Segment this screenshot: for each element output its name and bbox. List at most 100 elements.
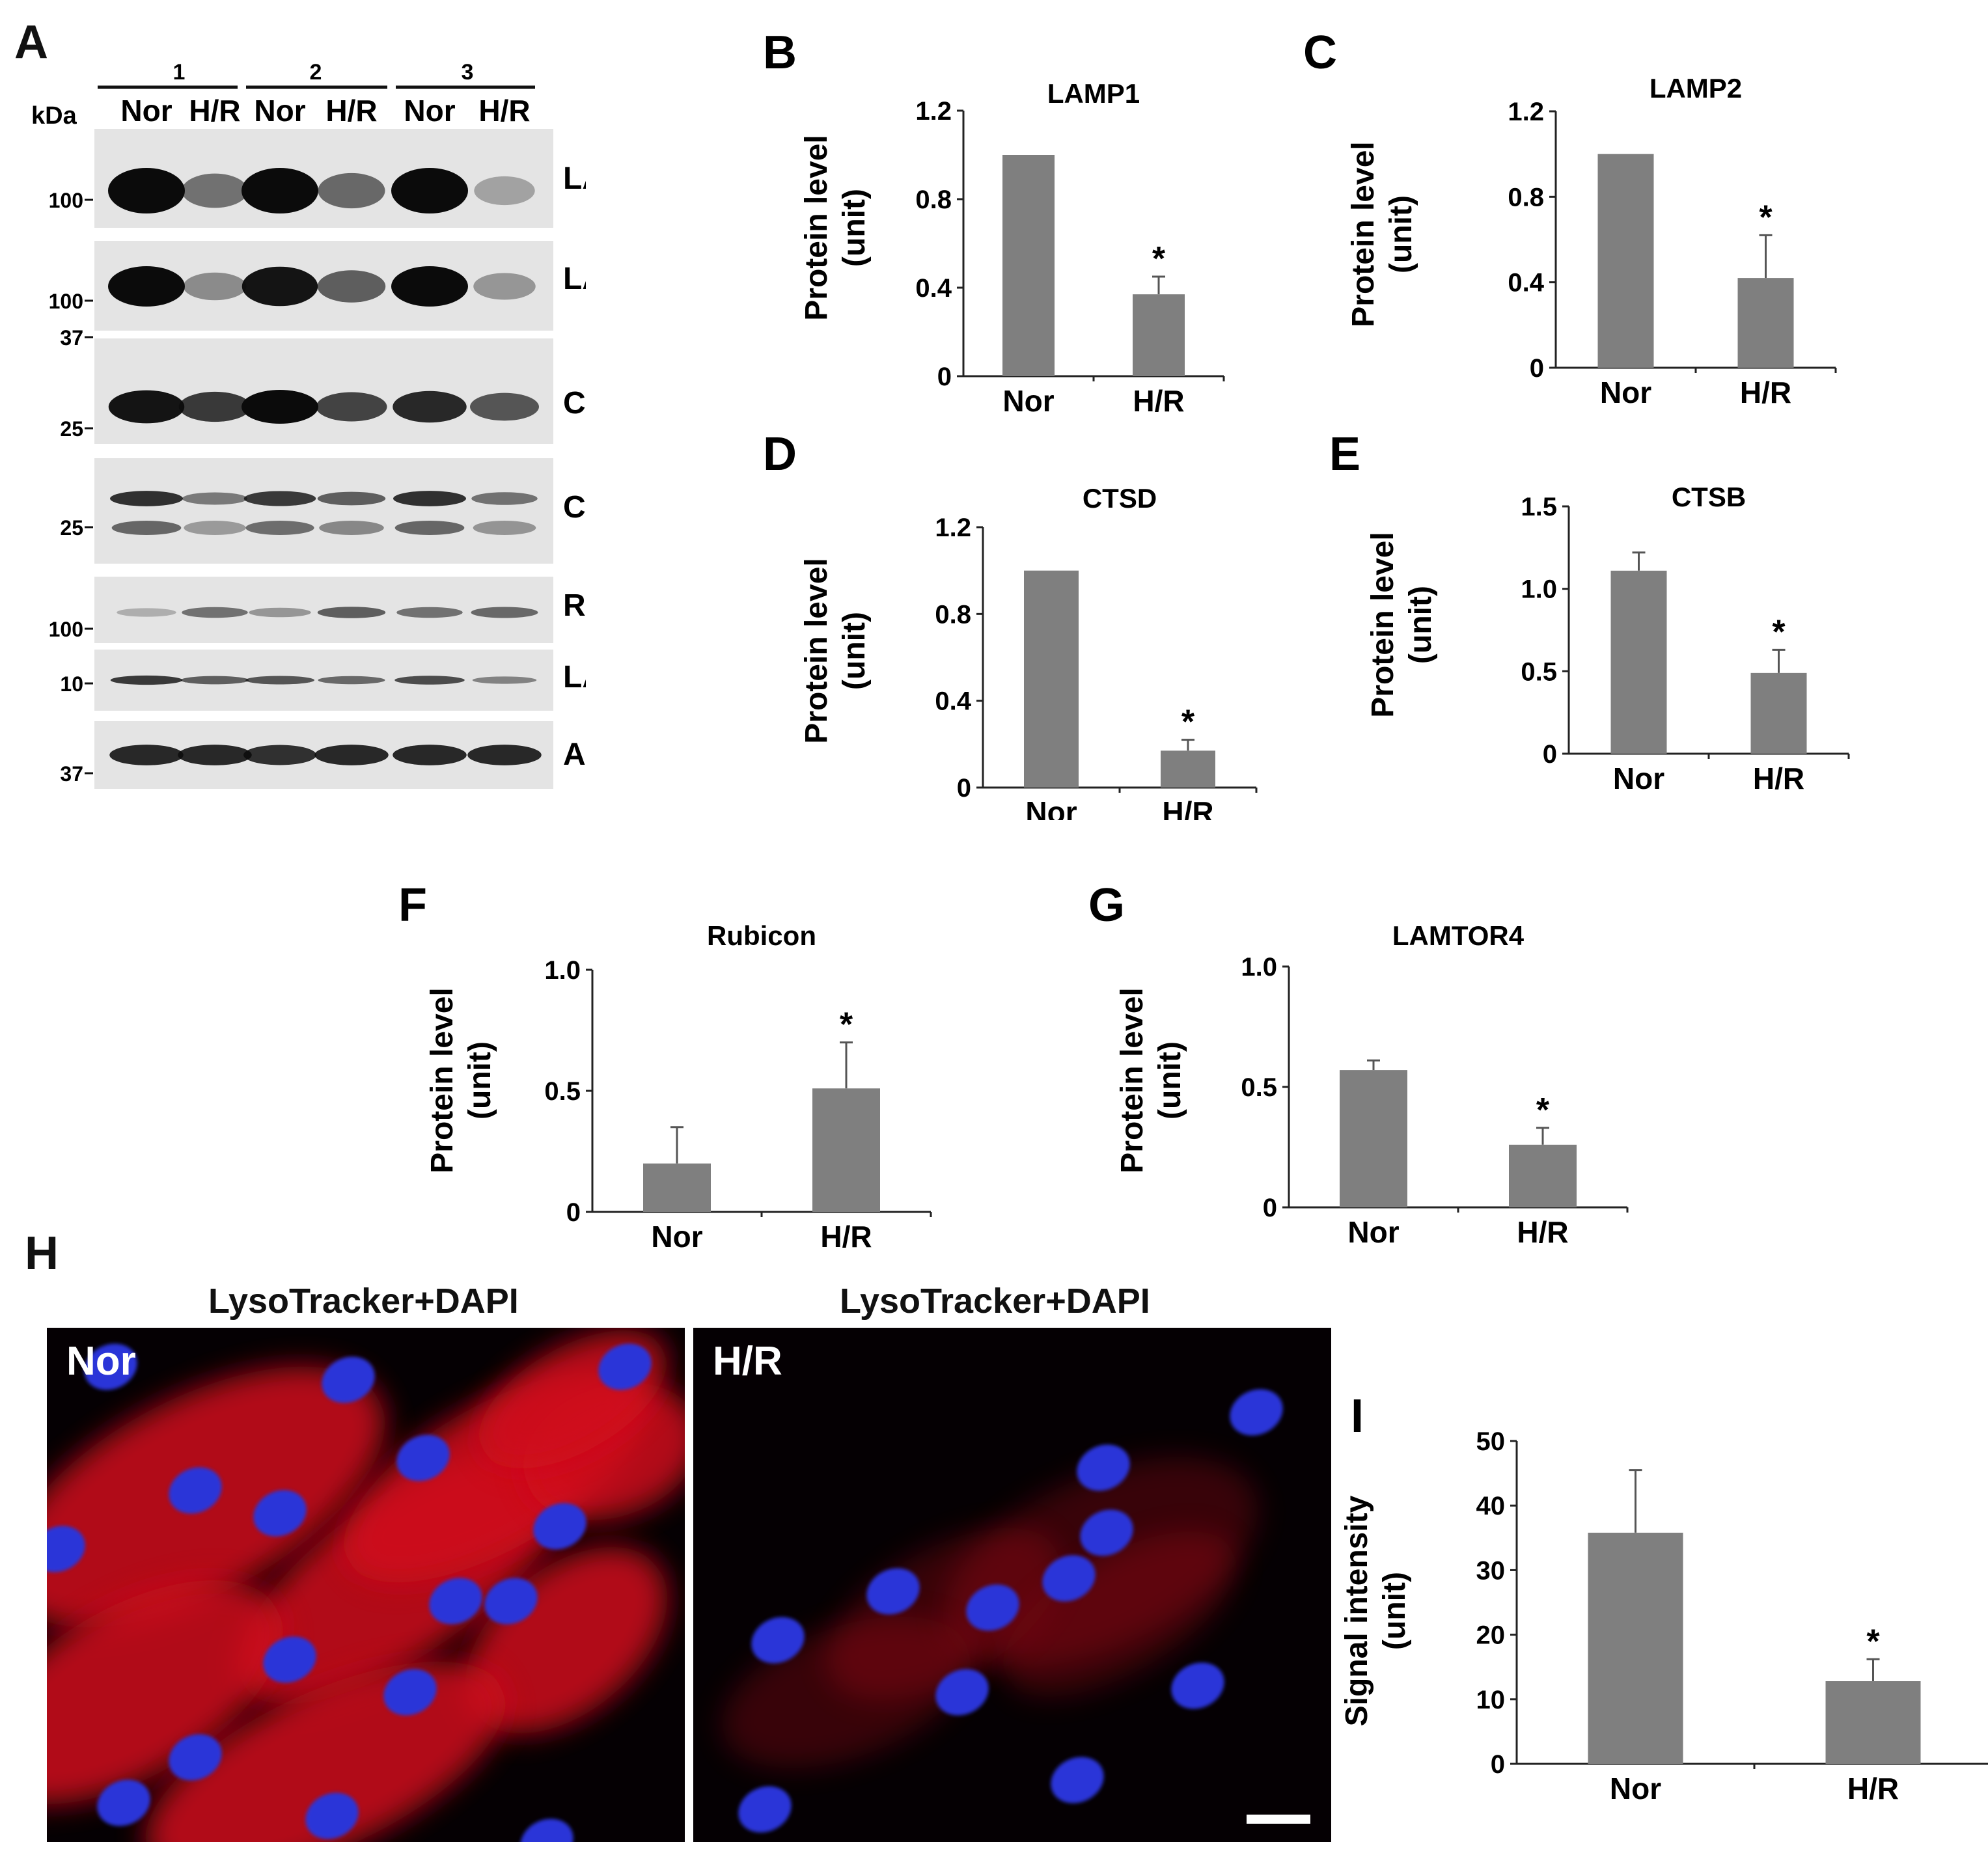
dapi-nucleus — [383, 1669, 437, 1716]
y-label-line2: (unit) — [1377, 1572, 1412, 1650]
chart-title: LAMTOR4 — [1392, 920, 1525, 951]
blot-band — [245, 676, 314, 685]
bar-hr — [1737, 278, 1794, 368]
y-label-line2: (unit) — [1153, 1041, 1187, 1119]
kda-marker: 37 — [60, 326, 83, 350]
protein-label: LAMTOR4 — [563, 660, 586, 694]
lysotracker-signal — [943, 1457, 1258, 1668]
y-label-line2: (unit) — [463, 1041, 497, 1119]
blot-band — [393, 391, 467, 423]
panel-letter-e: E — [1329, 430, 1360, 480]
y-tick-label: 0.8 — [1508, 183, 1544, 212]
protein-label: CTSB — [563, 490, 586, 525]
y-tick-label: 0.8 — [935, 600, 971, 629]
x-tick-label: H/R — [820, 1220, 872, 1254]
x-tick-label: Nor — [651, 1220, 702, 1254]
dapi-nucleus — [966, 1584, 1019, 1631]
blot-band — [473, 273, 536, 300]
significance-marker: * — [1772, 613, 1786, 651]
significance-marker: * — [1152, 240, 1166, 278]
y-tick-label: 1.0 — [544, 956, 581, 985]
blot-band — [396, 607, 463, 618]
blot-band — [393, 491, 466, 506]
chart-title: CTSD — [1083, 483, 1157, 514]
panel-letter-g: G — [1088, 879, 1125, 931]
y-label-line1: Protein level — [799, 135, 834, 320]
y-label-line2: (unit) — [1384, 195, 1418, 273]
lysotracker-signal — [478, 1330, 667, 1468]
dapi-nucleus — [322, 1356, 375, 1403]
x-tick-label: H/R — [1753, 762, 1804, 795]
blot-band — [182, 607, 248, 618]
y-tick-label: 0.8 — [915, 185, 952, 214]
blot-band — [317, 270, 386, 303]
western-blot: kDa 1 2 3 Nor H/R Nor H/R Nor H/R LAMP1 100 LAMP2 100… — [31, 60, 586, 789]
lysotracker-signal — [47, 1366, 385, 1628]
kda-marker: 100 — [49, 290, 83, 313]
micrograph — [693, 1328, 1331, 1842]
blot-band — [184, 521, 246, 535]
bar-nor — [1002, 155, 1055, 376]
dapi-nucleus — [866, 1568, 920, 1615]
group-label: 3 — [462, 60, 474, 85]
y-label-line1: Protein level — [799, 558, 834, 743]
y-label-line1: Protein level — [1115, 987, 1150, 1173]
protein-label: Rubicon — [563, 588, 586, 623]
lysotracker-signal — [826, 1528, 1062, 1701]
blot-band — [111, 521, 182, 535]
blot-band — [467, 745, 542, 765]
dapi-nucleus — [935, 1669, 989, 1716]
bar-nor — [1024, 570, 1079, 788]
blot-band — [470, 392, 539, 421]
significance-marker: * — [1866, 1623, 1880, 1660]
bar-hr — [1133, 294, 1185, 376]
dapi-nucleus — [253, 1490, 307, 1537]
micrograph — [47, 1328, 685, 1842]
bar-hr — [1161, 750, 1215, 788]
blot-band — [391, 266, 468, 307]
panel-letter-d: D — [763, 430, 797, 480]
kda-label: kDa — [31, 102, 77, 130]
y-tick-label: 0.5 — [544, 1077, 581, 1106]
y-tick-label: 0 — [937, 363, 952, 391]
y-axis-label: Protein level (unit) — [799, 558, 872, 743]
y-axis-label: Protein level (unit) — [1366, 532, 1438, 717]
lysotracker-signal — [523, 1382, 685, 1520]
blot-band — [318, 172, 385, 209]
dapi-nucleus — [84, 1343, 137, 1390]
blot-band — [317, 607, 386, 618]
panel-letter-A: A — [14, 16, 48, 68]
micrograph-content — [721, 1389, 1283, 1833]
blot-band — [109, 745, 184, 765]
significance-marker: * — [1181, 704, 1195, 741]
blot-band — [242, 168, 318, 213]
y-tick-label: 10 — [1476, 1686, 1506, 1714]
y-tick-label: 0.4 — [1508, 269, 1544, 297]
condition-label: H/R — [713, 1339, 782, 1384]
y-tick-label: 1.2 — [1508, 98, 1544, 126]
bar-hr — [1509, 1144, 1577, 1207]
blot-band — [317, 491, 386, 506]
dapi-nucleus — [1230, 1389, 1283, 1436]
dapi-nucleus — [396, 1434, 450, 1481]
y-axis-label: Protein level (unit) — [1115, 987, 1187, 1173]
lysotracker-signal — [145, 1661, 506, 1842]
chart-ctsd: D CTSD 0 0.4 0.8 1.2 Protein level (unit) Nor H/R… — [763, 430, 1258, 820]
dapi-nucleus — [738, 1786, 792, 1833]
y-tick-label: 0 — [1530, 354, 1544, 383]
scale-bar — [1247, 1815, 1310, 1824]
x-tick-label: H/R — [1740, 376, 1791, 409]
blot-band — [117, 608, 176, 617]
condition-label: Nor — [66, 1339, 136, 1384]
y-axis-label: Protein level (unit) — [425, 987, 497, 1173]
y-tick-label: 30 — [1476, 1556, 1506, 1585]
blot-band — [314, 745, 389, 765]
y-tick-label: 0.4 — [935, 687, 971, 716]
protein-label: LAMP2 — [563, 262, 586, 296]
blot-band — [108, 168, 185, 213]
chart-signal-intensity: I 0 10 20 30 40 50 Signal intensity (unit) Nor H/R… — [1340, 1390, 1988, 1805]
kda-marker: 25 — [60, 516, 83, 540]
blot-band — [242, 390, 318, 424]
micro-title-hr: LysoTracker+DAPI — [840, 1282, 1150, 1321]
blot-band — [110, 491, 183, 506]
